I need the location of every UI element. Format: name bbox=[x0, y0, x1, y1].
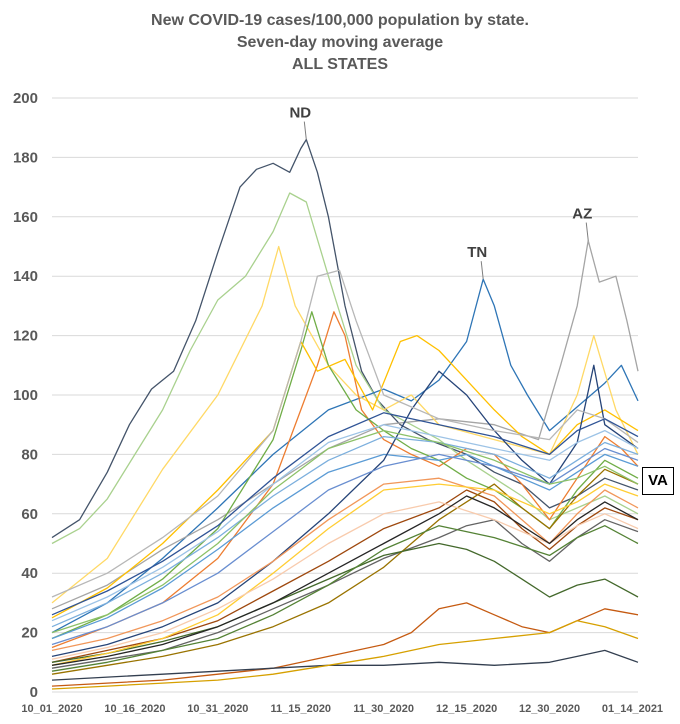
series-line-18 bbox=[51, 447, 639, 646]
x-tick-label-10_31_2020: 10_31_2020 bbox=[187, 703, 248, 715]
x-tick-label-11_15_2020: 11_15_2020 bbox=[270, 703, 331, 715]
x-tick-label-01_14_2021: 01_14_2021 bbox=[602, 703, 663, 715]
series-line-8 bbox=[51, 453, 639, 640]
series-line-3 bbox=[51, 239, 639, 610]
y-tick-label-140: 140 bbox=[13, 268, 38, 285]
x-tick-label-12_15_2020: 12_15_2020 bbox=[436, 703, 497, 715]
series-line-6 bbox=[51, 311, 639, 640]
x-tick-label-12_30_2020: 12_30_2020 bbox=[519, 703, 580, 715]
annotation-AZ: AZ bbox=[572, 206, 592, 223]
x-tick-label-10_16_2020: 10_16_2020 bbox=[104, 703, 165, 715]
annotations: ND TN AZ bbox=[289, 105, 592, 280]
y-tick-label-0: 0 bbox=[30, 684, 38, 701]
annotation-leader-TN bbox=[480, 261, 484, 280]
y-tick-label-60: 60 bbox=[21, 506, 38, 523]
y-tick-label-100: 100 bbox=[13, 387, 38, 404]
series-line-10 bbox=[51, 489, 639, 663]
series-line-5 bbox=[51, 311, 639, 649]
series-line-7 bbox=[51, 334, 639, 619]
title-line-2: Seven-day moving average bbox=[236, 34, 444, 51]
gridlines bbox=[52, 97, 638, 693]
series-line-16 bbox=[51, 269, 639, 598]
series-line-23 bbox=[51, 412, 639, 616]
series-line-25 bbox=[51, 525, 639, 672]
annotation-TN: TN bbox=[467, 244, 487, 261]
series-line-27 bbox=[51, 424, 639, 622]
title-line-3: ALL STATES bbox=[292, 56, 388, 73]
series-line-9 bbox=[51, 364, 639, 658]
series-line-22 bbox=[51, 620, 639, 690]
series-line-13 bbox=[51, 542, 639, 663]
series-line-0 bbox=[51, 138, 639, 539]
series-line-2 bbox=[51, 278, 639, 634]
series-line-4 bbox=[51, 245, 639, 604]
y-tick-label-160: 160 bbox=[13, 209, 38, 226]
series-line-11 bbox=[51, 519, 639, 669]
series-line-21 bbox=[51, 649, 639, 681]
series-line-12 bbox=[51, 468, 639, 675]
x-tick-label-10_01_2020: 10_01_2020 bbox=[21, 703, 82, 715]
y-tick-label-80: 80 bbox=[21, 446, 38, 463]
series-line-19 bbox=[51, 429, 639, 634]
y-axis-ticks: 0 20 40 60 80 100 120 140 160 180 200 bbox=[13, 90, 38, 701]
y-tick-label-40: 40 bbox=[21, 565, 38, 582]
series-lines bbox=[51, 138, 639, 690]
series-line-17 bbox=[51, 483, 639, 666]
y-tick-label-120: 120 bbox=[13, 328, 38, 345]
series-line-15 bbox=[51, 477, 639, 652]
annotation-va-box: VA bbox=[642, 467, 674, 495]
y-tick-label-180: 180 bbox=[13, 149, 38, 166]
annotation-leader-AZ bbox=[585, 222, 589, 241]
annotation-ND: ND bbox=[289, 105, 311, 122]
series-line-1 bbox=[51, 192, 639, 545]
series-line-26 bbox=[51, 495, 639, 666]
annotation-leader-ND bbox=[303, 121, 307, 140]
x-axis-ticks: 10_01_2020 10_16_2020 10_31_2020 11_15_2020… bbox=[21, 703, 663, 715]
series-line-14 bbox=[51, 435, 639, 628]
series-line-24 bbox=[51, 501, 639, 660]
title-line-1: New COVID-19 cases/100,000 population by… bbox=[151, 12, 529, 29]
y-tick-label-20: 20 bbox=[21, 625, 38, 642]
y-tick-label-200: 200 bbox=[13, 90, 38, 107]
chart-title: New COVID-19 cases/100,000 population by… bbox=[0, 10, 680, 76]
x-tick-label-11_30_2020: 11_30_2020 bbox=[353, 703, 414, 715]
